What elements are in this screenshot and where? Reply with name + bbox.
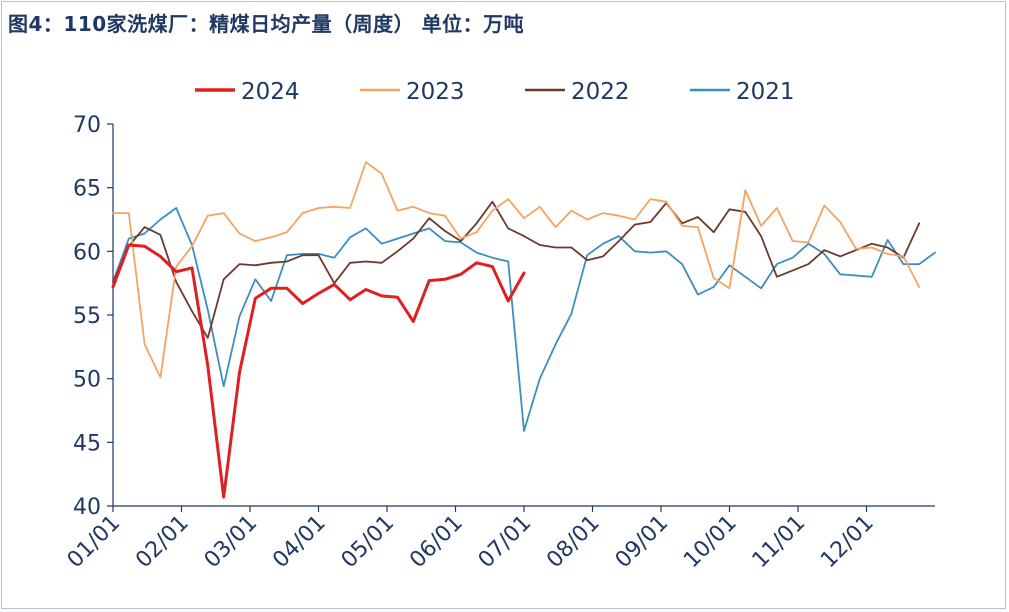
chart-title: 图4：110家洗煤厂：精煤日均产量（周度） 单位：万吨: [8, 12, 525, 36]
series-lines: [111, 161, 936, 499]
x-tick-label: 09/01: [611, 511, 674, 574]
x-tick-label: 11/01: [748, 511, 811, 574]
y-tick-label: 60: [73, 240, 101, 265]
legend: 2024 2023 2022 2021: [195, 79, 795, 105]
x-tick-label: 03/01: [200, 511, 263, 574]
y-tick-label: 45: [73, 431, 101, 456]
x-tick-label: 04/01: [268, 511, 331, 574]
series-line-2023: [112, 161, 921, 379]
x-tick-label: 10/01: [679, 511, 742, 574]
series-line-2021: [112, 207, 936, 432]
y-tick-label: 40: [73, 495, 101, 520]
series-line-2024: [111, 243, 526, 499]
series-line-2022: [112, 200, 921, 339]
legend-label-2022: 2022: [571, 79, 630, 105]
x-tick-label: 07/01: [474, 511, 537, 574]
x-tick-label: 02/01: [131, 511, 194, 574]
x-tick-label: 08/01: [542, 511, 605, 574]
y-tick-label: 50: [73, 368, 101, 393]
y-tick-label: 70: [73, 113, 101, 138]
y-tick-label: 55: [73, 304, 101, 329]
legend-label-2024: 2024: [241, 79, 300, 105]
legend-label-2023: 2023: [406, 79, 465, 105]
x-tick-label: 06/01: [405, 511, 468, 574]
x-tick-label: 05/01: [337, 511, 400, 574]
legend-label-2021: 2021: [736, 79, 795, 105]
x-tick-label: 12/01: [816, 511, 879, 574]
y-tick-label: 65: [73, 177, 101, 202]
